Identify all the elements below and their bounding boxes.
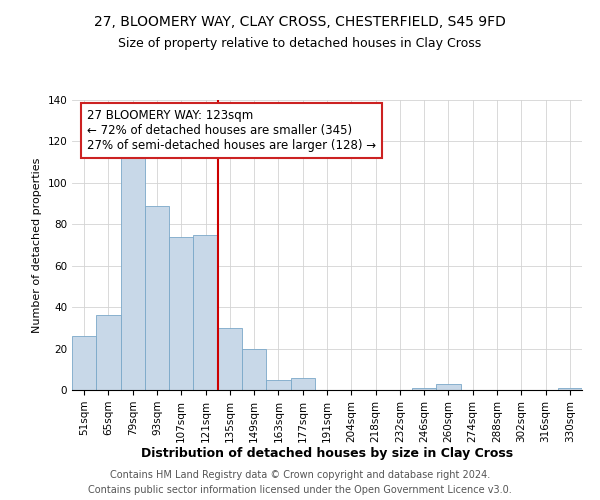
Bar bbox=[145, 206, 169, 390]
Bar bbox=[169, 236, 193, 390]
Bar bbox=[242, 348, 266, 390]
Bar bbox=[266, 380, 290, 390]
Text: 27, BLOOMERY WAY, CLAY CROSS, CHESTERFIELD, S45 9FD: 27, BLOOMERY WAY, CLAY CROSS, CHESTERFIE… bbox=[94, 15, 506, 29]
Bar bbox=[558, 388, 582, 390]
Text: 27 BLOOMERY WAY: 123sqm
← 72% of detached houses are smaller (345)
27% of semi-d: 27 BLOOMERY WAY: 123sqm ← 72% of detache… bbox=[88, 108, 376, 152]
Text: Size of property relative to detached houses in Clay Cross: Size of property relative to detached ho… bbox=[118, 38, 482, 51]
Bar bbox=[436, 384, 461, 390]
Y-axis label: Number of detached properties: Number of detached properties bbox=[32, 158, 42, 332]
Text: Contains public sector information licensed under the Open Government Licence v3: Contains public sector information licen… bbox=[88, 485, 512, 495]
Bar bbox=[193, 234, 218, 390]
Bar bbox=[96, 316, 121, 390]
Text: Contains HM Land Registry data © Crown copyright and database right 2024.: Contains HM Land Registry data © Crown c… bbox=[110, 470, 490, 480]
Bar bbox=[412, 388, 436, 390]
Bar bbox=[121, 146, 145, 390]
Bar bbox=[72, 336, 96, 390]
Bar bbox=[290, 378, 315, 390]
X-axis label: Distribution of detached houses by size in Clay Cross: Distribution of detached houses by size … bbox=[141, 448, 513, 460]
Bar bbox=[218, 328, 242, 390]
